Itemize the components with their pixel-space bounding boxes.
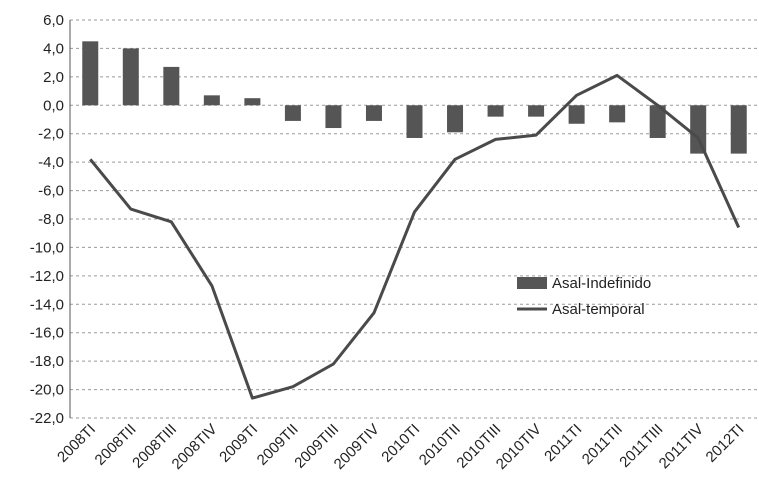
x-tick-label: 2011TIV (656, 421, 707, 472)
y-tick-label: -20,0 (30, 382, 64, 399)
y-tick-label: 6,0 (43, 12, 64, 29)
x-axis-ticks: 2008TI2008TII2008TIII2008TIV2009TI2009TI… (54, 421, 748, 473)
bar (406, 105, 423, 138)
bar (609, 105, 626, 123)
y-tick-label: -2,0 (38, 126, 64, 143)
bar (528, 105, 545, 117)
x-tick-label: 2010TI (378, 421, 423, 466)
x-tick-label: 2008TI (54, 421, 99, 466)
y-tick-label: -10,0 (30, 239, 64, 256)
legend: Asal-Indefinido Asal-temporal (517, 275, 651, 318)
y-tick-label: -22,0 (30, 410, 64, 427)
y-tick-label: -4,0 (38, 154, 64, 171)
bar (487, 105, 504, 117)
line-series (89, 73, 741, 400)
bar (365, 105, 382, 121)
legend-swatch-bar (517, 277, 547, 289)
bar-series (82, 41, 747, 154)
y-tick-label: 4,0 (43, 40, 64, 57)
bar (163, 66, 180, 106)
y-tick-label: -12,0 (30, 268, 64, 285)
y-tick-label: -8,0 (38, 211, 64, 228)
bar (82, 41, 99, 106)
gridlines (69, 19, 759, 419)
bar (447, 105, 464, 133)
y-tick-label: -6,0 (38, 183, 64, 200)
bar (690, 105, 707, 154)
y-axis-ticks: 6,0 4,0 2,0 0,0 -2,0 -4,0 -6,0 -8,0 -10,0 -12,0 -1… (30, 12, 64, 427)
legend-label-bar: Asal-Indefinido (552, 275, 651, 292)
y-tick-label: -14,0 (30, 296, 64, 313)
x-tick-label: 2011TI (541, 421, 585, 465)
legend-label-line: Asal-temporal (552, 301, 645, 318)
y-tick-label: -18,0 (30, 353, 64, 370)
bar (649, 105, 666, 138)
bar (325, 105, 342, 129)
bar (203, 95, 220, 106)
bar (244, 98, 261, 106)
bar (730, 105, 747, 154)
y-tick-label: -16,0 (30, 325, 64, 342)
bar (122, 48, 139, 106)
y-tick-label: 0,0 (43, 97, 64, 114)
x-tick-label: 2009TIV (331, 421, 383, 473)
bar (568, 105, 585, 124)
x-tick-label: 2009TI (216, 421, 261, 466)
x-tick-label: 2012TI (703, 421, 748, 466)
x-tick-label: 2008TIV (169, 421, 221, 473)
bar (284, 105, 301, 121)
series-line (89, 73, 741, 400)
x-tick-label: 2010TIV (493, 421, 545, 473)
y-tick-label: 2,0 (43, 69, 64, 86)
